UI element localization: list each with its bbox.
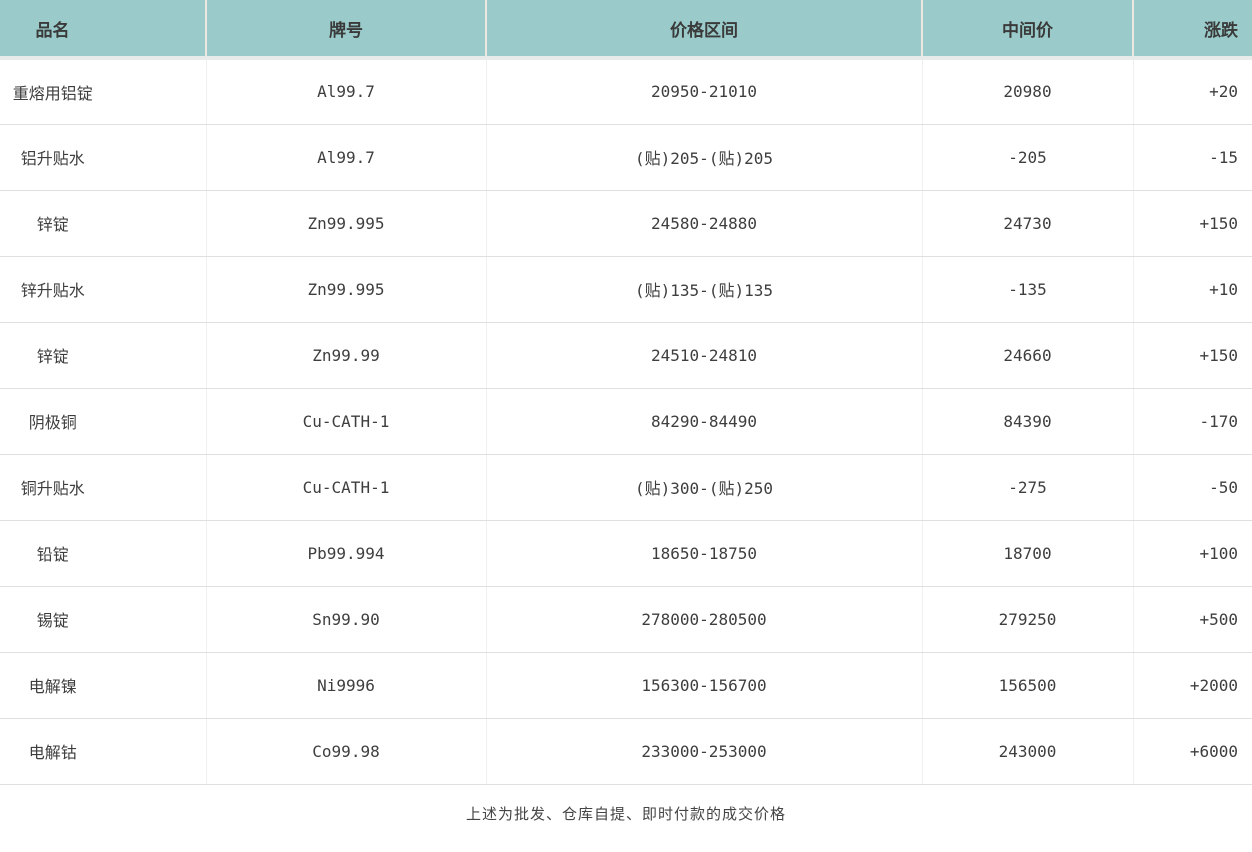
- cell-brand-grade: Zn99.995: [206, 190, 487, 257]
- cell-product-name: 锌升贴水: [0, 256, 207, 323]
- cell-change: +500: [1133, 586, 1252, 653]
- cell-brand-grade: Cu-CATH-1: [206, 454, 487, 521]
- table-row: 电解镍 Ni9996 156300-156700 156500 +2000: [0, 652, 1252, 719]
- cell-price-range: 156300-156700: [486, 652, 923, 719]
- cell-brand-grade: Cu-CATH-1: [206, 388, 487, 455]
- cell-brand-grade: Al99.7: [206, 58, 487, 125]
- cell-mid-price: 20980: [922, 58, 1134, 125]
- cell-price-range: 84290-84490: [486, 388, 923, 455]
- cell-price-range: (贴)135-(贴)135: [486, 256, 923, 323]
- cell-mid-price: 18700: [922, 520, 1134, 587]
- cell-brand-grade: Zn99.995: [206, 256, 487, 323]
- cell-mid-price: 243000: [922, 718, 1134, 785]
- cell-product-name: 铅锭: [0, 520, 207, 587]
- table-row: 铅锭 Pb99.994 18650-18750 18700 +100: [0, 520, 1252, 587]
- table-row: 阴极铜 Cu-CATH-1 84290-84490 84390 -170: [0, 388, 1252, 455]
- cell-price-range: 18650-18750: [486, 520, 923, 587]
- cell-product-name: 电解钴: [0, 718, 207, 785]
- cell-mid-price: 279250: [922, 586, 1134, 653]
- column-header-product-name: 品名: [0, 0, 207, 60]
- cell-brand-grade: Al99.7: [206, 124, 487, 191]
- cell-change: +2000: [1133, 652, 1252, 719]
- cell-price-range: 20950-21010: [486, 58, 923, 125]
- table-row: 电解钴 Co99.98 233000-253000 243000 +6000: [0, 718, 1252, 785]
- cell-mid-price: 24660: [922, 322, 1134, 389]
- column-header-change: 涨跌: [1133, 0, 1252, 60]
- table-row: 铝升贴水 Al99.7 (贴)205-(贴)205 -205 -15: [0, 124, 1252, 191]
- cell-mid-price: 156500: [922, 652, 1134, 719]
- cell-product-name: 电解镍: [0, 652, 207, 719]
- header-row: 品名 牌号 价格区间 中间价 涨跌: [0, 0, 1252, 60]
- cell-change: -50: [1133, 454, 1252, 521]
- cell-mid-price: 24730: [922, 190, 1134, 257]
- table-row: 锡锭 Sn99.90 278000-280500 279250 +500: [0, 586, 1252, 653]
- cell-mid-price: 84390: [922, 388, 1134, 455]
- column-header-mid-price: 中间价: [922, 0, 1134, 60]
- cell-price-range: 233000-253000: [486, 718, 923, 785]
- cell-brand-grade: Zn99.99: [206, 322, 487, 389]
- cell-change: +150: [1133, 190, 1252, 257]
- footer-note: 上述为批发、仓库自提、即时付款的成交价格: [465, 804, 786, 823]
- table-row: 锌锭 Zn99.995 24580-24880 24730 +150: [0, 190, 1252, 257]
- cell-product-name: 锌锭: [0, 190, 207, 257]
- cell-change: +20: [1133, 58, 1252, 125]
- table-row: 锌锭 Zn99.99 24510-24810 24660 +150: [0, 322, 1252, 389]
- cell-product-name: 锌锭: [0, 322, 207, 389]
- cell-product-name: 锡锭: [0, 586, 207, 653]
- table-row: 锌升贴水 Zn99.995 (贴)135-(贴)135 -135 +10: [0, 256, 1252, 323]
- cell-change: +100: [1133, 520, 1252, 587]
- cell-mid-price: -275: [922, 454, 1134, 521]
- metal-price-table: 品名 牌号 价格区间 中间价 涨跌 重熔用铝锭 Al99.7 20950-21010 2098…: [0, 0, 1252, 785]
- cell-price-range: 278000-280500: [486, 586, 923, 653]
- cell-product-name: 重熔用铝锭: [0, 58, 207, 125]
- cell-change: +10: [1133, 256, 1252, 323]
- cell-brand-grade: Ni9996: [206, 652, 487, 719]
- table-body: 重熔用铝锭 Al99.7 20950-21010 20980 +20 铝升贴水 Al99.7…: [0, 58, 1252, 785]
- cell-change: -170: [1133, 388, 1252, 455]
- table-header: 品名 牌号 价格区间 中间价 涨跌: [0, 0, 1252, 60]
- table-row: 铜升贴水 Cu-CATH-1 (贴)300-(贴)250 -275 -50: [0, 454, 1252, 521]
- table-row: 重熔用铝锭 Al99.7 20950-21010 20980 +20: [0, 58, 1252, 125]
- cell-price-range: (贴)300-(贴)250: [486, 454, 923, 521]
- cell-price-range: 24510-24810: [486, 322, 923, 389]
- cell-price-range: (贴)205-(贴)205: [486, 124, 923, 191]
- cell-brand-grade: Co99.98: [206, 718, 487, 785]
- column-header-price-range: 价格区间: [486, 0, 923, 60]
- cell-change: +6000: [1133, 718, 1252, 785]
- cell-product-name: 铝升贴水: [0, 124, 207, 191]
- cell-change: +150: [1133, 322, 1252, 389]
- cell-mid-price: -135: [922, 256, 1134, 323]
- cell-product-name: 铜升贴水: [0, 454, 207, 521]
- cell-brand-grade: Pb99.994: [206, 520, 487, 587]
- cell-product-name: 阴极铜: [0, 388, 207, 455]
- cell-change: -15: [1133, 124, 1252, 191]
- column-header-brand-grade: 牌号: [206, 0, 487, 60]
- cell-brand-grade: Sn99.90: [206, 586, 487, 653]
- cell-mid-price: -205: [922, 124, 1134, 191]
- cell-price-range: 24580-24880: [486, 190, 923, 257]
